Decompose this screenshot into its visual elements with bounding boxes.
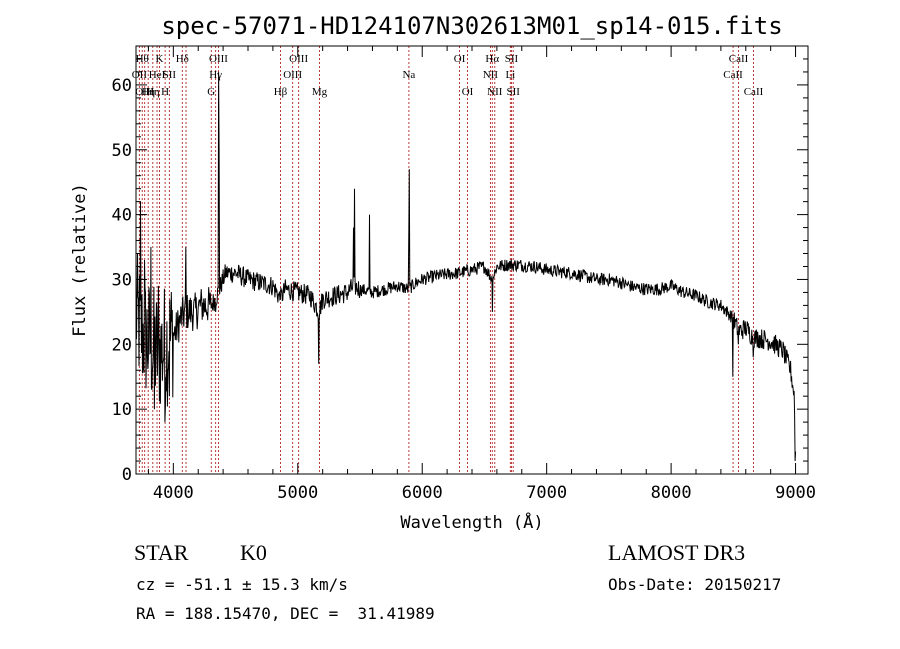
y-tick-label: 20 (112, 335, 132, 355)
emission-line-label: Hδ (176, 53, 189, 65)
y-tick-label: 40 (112, 206, 132, 226)
chart-title: spec-57071-HD124107N302613M01_sp14-015.f… (161, 12, 782, 40)
x-axis: 4000 5000 6000 7000 8000 9000 (147, 46, 816, 503)
redshift-value: cz = -51.1 ± 15.3 km/s (136, 575, 348, 594)
plot-frame (135, 45, 809, 475)
observation-date: Obs-Date: 20150217 (608, 575, 782, 594)
emission-line-label: OIII (135, 86, 154, 98)
emission-line-label: OIII (283, 69, 302, 81)
coordinates: RA = 188.15470, DEC = 31.41989 (136, 604, 435, 623)
x-tick-label: 8000 (651, 483, 692, 503)
emission-line-label: K (156, 53, 164, 65)
emission-line-label: OI (462, 86, 474, 98)
emission-line-label: CaII (744, 86, 764, 98)
y-tick-label: 0 (122, 465, 132, 485)
emission-line-labels: OIIHθOIIIHηHηHeIKHSIIHδGHγOIIIHβOIIIOIII… (132, 53, 764, 98)
emission-line-label: OI (454, 53, 466, 65)
y-tick-label: 60 (112, 76, 132, 96)
emission-line-label: G (207, 86, 215, 98)
x-tick-label: 6000 (402, 483, 443, 503)
emission-line-label: NII (487, 86, 503, 98)
emission-line-label: Na (402, 69, 415, 81)
emission-line-label: Hα (485, 53, 499, 65)
survey-name: LAMOST DR3 (608, 540, 746, 565)
y-axis-label: Flux (relative) (70, 183, 90, 337)
x-tick-label: 5000 (277, 483, 318, 503)
emission-line-label: SII (506, 86, 520, 98)
y-tick-label: 30 (112, 270, 132, 290)
emission-line-label: SII (505, 53, 519, 65)
emission-line-label: Hη (141, 86, 155, 98)
emission-line-label: CaII (723, 69, 743, 81)
emission-line-label: Hη (146, 86, 160, 98)
object-class: STAR (134, 540, 189, 565)
y-axis: 0 10 20 30 40 50 60 (112, 58, 808, 485)
emission-line-label: OIII (209, 53, 228, 65)
emission-line-label: Mg (312, 86, 328, 98)
emission-line-label: NII (483, 69, 499, 81)
emission-line-label: OII (132, 69, 148, 81)
spectrum-line (135, 71, 797, 462)
x-tick-label: 9000 (775, 483, 816, 503)
emission-line-label: Hθ (136, 53, 149, 65)
emission-line-label: OIII (289, 53, 308, 65)
object-subclass: K0 (240, 540, 267, 565)
emission-line-label: SII (163, 69, 177, 81)
emission-line-label: Li (505, 69, 515, 81)
emission-line-label: Hγ (209, 69, 222, 81)
emission-line-label: HeI (149, 69, 166, 81)
emission-line-markers (138, 46, 754, 474)
x-tick-label: 4000 (153, 483, 194, 503)
y-tick-label: 10 (112, 400, 132, 420)
emission-line-label: H (161, 86, 169, 98)
x-axis-label: Wavelength (Å) (400, 511, 543, 533)
x-tick-label: 7000 (526, 483, 567, 503)
emission-line-label: CaII (729, 53, 749, 65)
emission-line-label: Hβ (274, 86, 288, 98)
y-tick-label: 50 (112, 141, 132, 161)
